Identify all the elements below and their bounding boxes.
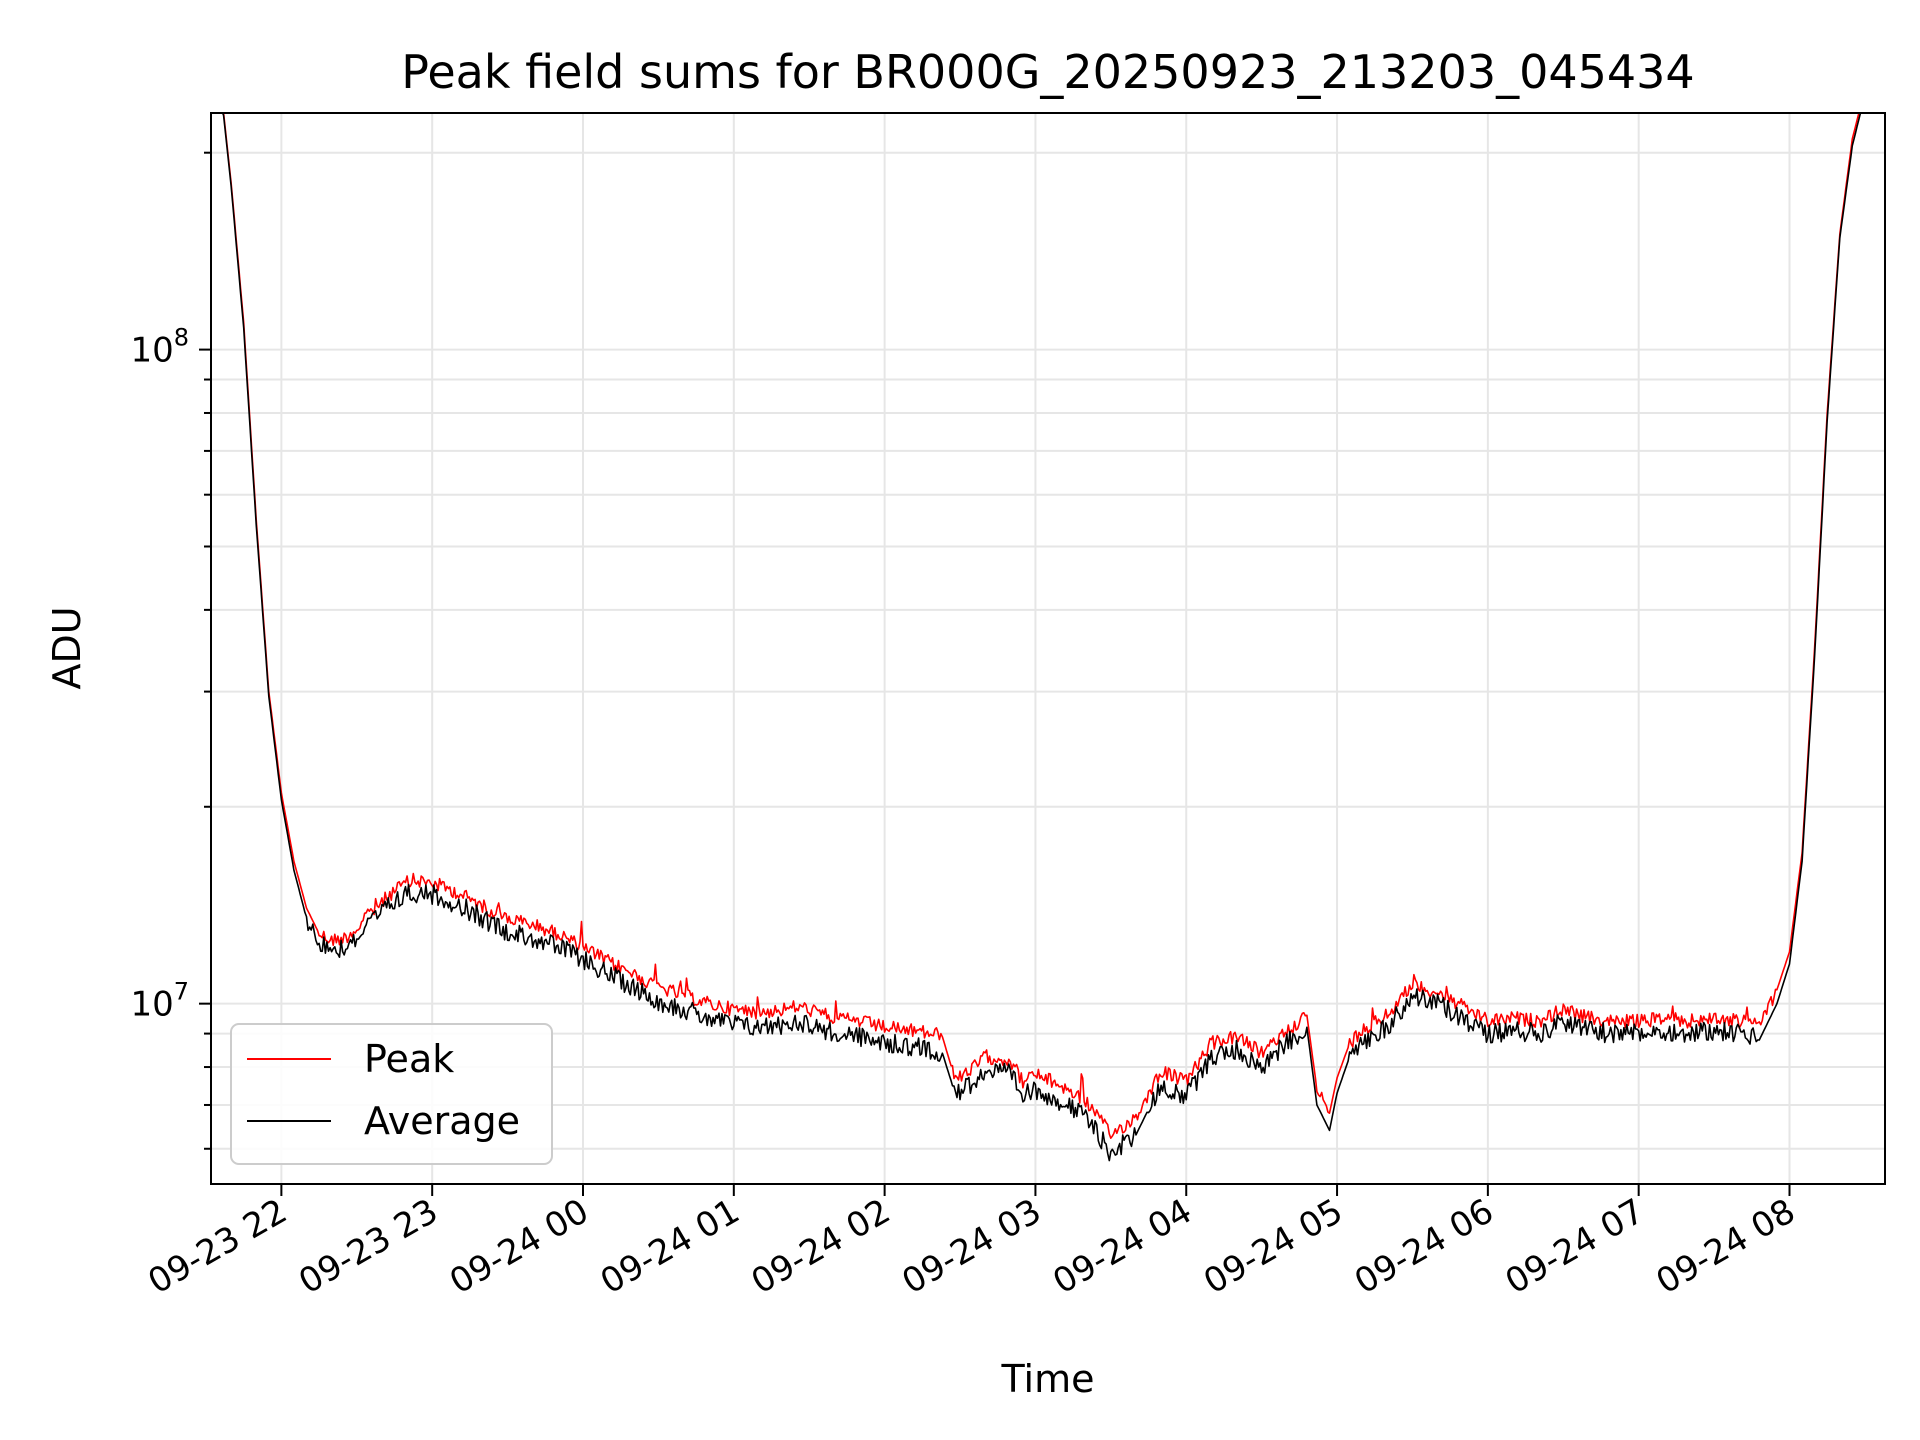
grid-lines (211, 113, 1885, 1184)
series-line-peak (222, 113, 1860, 1139)
y-tick-label: 108 (130, 324, 189, 371)
x-axis-label: Time (1001, 1357, 1095, 1401)
y-tick-label: 107 (130, 978, 189, 1025)
legend: Peak Average (230, 1023, 553, 1165)
chart-title: Peak field sums for BR000G_20250923_2132… (401, 45, 1694, 99)
y-axis-label: ADU (45, 606, 89, 689)
series-line-average (221, 113, 1862, 1162)
series-layer (221, 113, 1862, 1162)
plot-frame (210, 112, 1886, 1185)
y-axis-ticks: 107 108 (130, 151, 211, 1150)
legend-label-peak: Peak (364, 1037, 454, 1081)
legend-label-average: Average (364, 1099, 520, 1143)
